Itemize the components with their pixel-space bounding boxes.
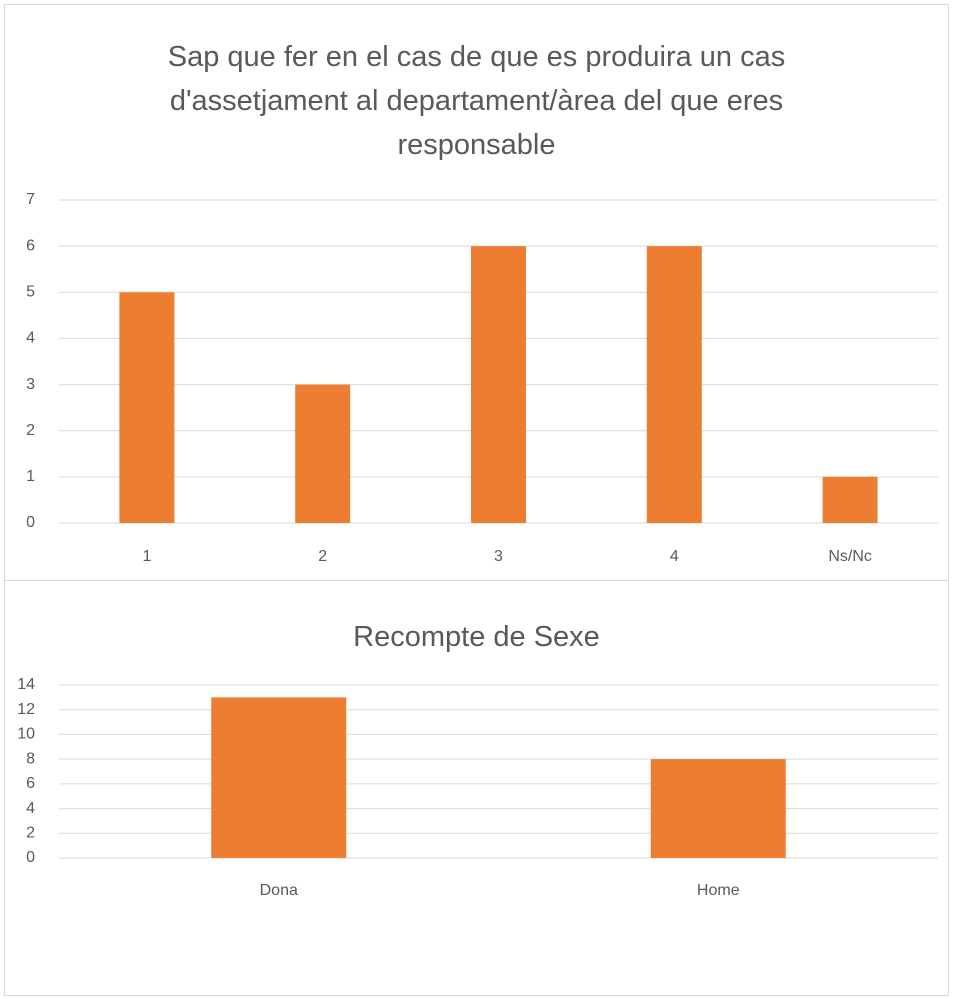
- chart: 0 2 4 6 8 10 12 14 Dona Home: [17, 676, 938, 899]
- chart-panel: Recompte de Sexe 0 2 4 6 8 10 12 14 Dona Home: [4, 580, 949, 996]
- bar: [471, 246, 526, 523]
- y-tick-label: 0: [26, 514, 35, 531]
- x-tick-label: 2: [318, 548, 327, 565]
- chart: 0 1 2 3 4 5 6 7 1 2 3 4 Ns/Nc: [26, 191, 938, 565]
- x-tick-label: Dona: [260, 882, 298, 899]
- x-tick-label: 3: [494, 548, 503, 565]
- x-tick-label: Home: [697, 882, 740, 899]
- bar: [650, 759, 786, 858]
- bar: [646, 246, 702, 523]
- x-tick-label: 1: [142, 548, 151, 565]
- y-tick-label: 10: [17, 726, 35, 743]
- y-tick-label: 0: [26, 849, 35, 866]
- y-tick-label: 6: [26, 775, 35, 792]
- y-tick-label: 4: [26, 330, 35, 347]
- y-tick-label: 7: [26, 191, 35, 208]
- bar: [211, 697, 347, 858]
- chart-title: Recompte de Sexe: [353, 621, 600, 653]
- chart-panel: Sap que fer en el cas de que es produira…: [4, 4, 949, 581]
- y-tick-label: 5: [26, 284, 35, 301]
- y-tick-label: 1: [26, 468, 35, 485]
- x-tick-label: 4: [670, 548, 679, 565]
- bar: [295, 384, 351, 523]
- y-tick-label: 2: [26, 825, 35, 842]
- y-tick-label: 8: [26, 750, 35, 767]
- bar: [822, 476, 878, 523]
- y-tick-label: 3: [26, 376, 35, 393]
- y-tick-label: 6: [26, 237, 35, 254]
- y-tick-label: 12: [17, 701, 35, 718]
- chart-title: Sap que fer en el cas de que es produira…: [167, 41, 786, 161]
- bar: [119, 292, 175, 523]
- y-tick-label: 2: [26, 422, 35, 439]
- x-tick-label: Ns/Nc: [828, 548, 872, 565]
- y-tick-label: 4: [26, 800, 35, 817]
- y-tick-label: 14: [17, 676, 35, 693]
